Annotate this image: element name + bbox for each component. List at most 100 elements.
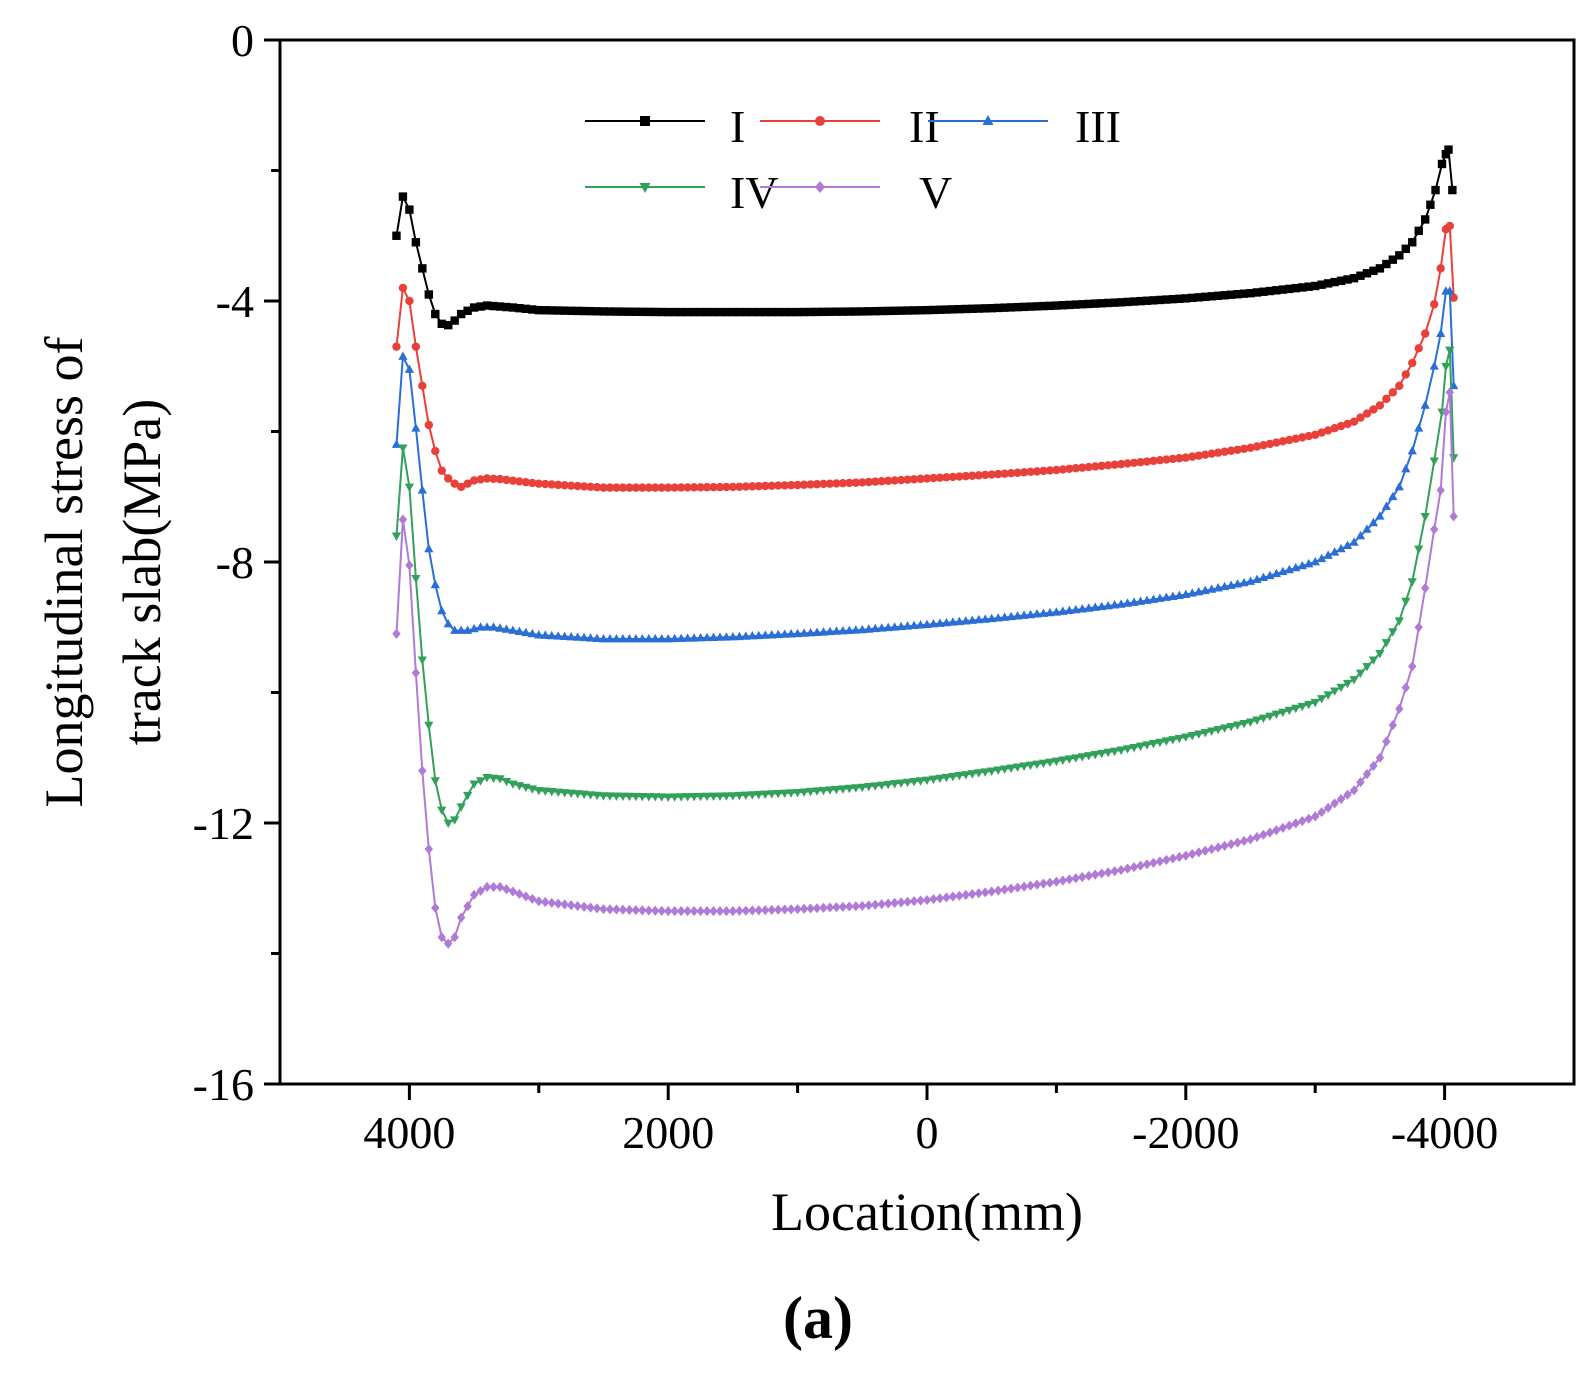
- data-point: [935, 305, 945, 314]
- data-point: [424, 543, 434, 553]
- data-point: [1032, 760, 1042, 769]
- data-point: [560, 899, 569, 910]
- data-point: [1401, 597, 1411, 607]
- data-point: [747, 631, 757, 640]
- data-point: [1394, 481, 1404, 491]
- data-point: [1175, 294, 1184, 303]
- data-point: [1032, 879, 1042, 890]
- data-point: [1110, 298, 1119, 307]
- data-point: [508, 886, 518, 897]
- data-point: [1181, 294, 1190, 303]
- data-point: [1430, 300, 1439, 309]
- data-point: [1448, 185, 1457, 195]
- x-tick-label: -4000: [1391, 1107, 1498, 1158]
- legend-marker-I: [640, 116, 650, 126]
- data-point: [1278, 285, 1288, 294]
- data-point: [625, 904, 634, 915]
- data-point: [1311, 430, 1320, 439]
- data-point: [735, 307, 744, 317]
- data-point: [689, 307, 699, 317]
- data-point: [657, 905, 666, 916]
- data-point: [871, 306, 880, 316]
- data-point: [437, 319, 446, 329]
- data-point: [1039, 878, 1048, 889]
- data-point: [495, 302, 505, 311]
- data-point: [508, 625, 518, 634]
- data-point: [560, 481, 569, 490]
- data-point: [676, 483, 686, 492]
- data-point: [702, 906, 712, 917]
- data-point: [792, 628, 803, 638]
- data-point: [1349, 785, 1359, 796]
- data-point: [1051, 757, 1062, 767]
- series-III: [391, 286, 1459, 643]
- data-point: [1194, 847, 1203, 858]
- data-point: [741, 482, 751, 491]
- data-point: [1317, 280, 1326, 289]
- data-point: [1298, 433, 1307, 442]
- data-point: [1012, 611, 1023, 620]
- data-point: [424, 290, 434, 299]
- data-point: [515, 303, 524, 313]
- data-point: [502, 302, 511, 312]
- data-point: [1181, 733, 1191, 742]
- data-point: [929, 473, 938, 483]
- x-tick-label: 2000: [622, 1107, 714, 1158]
- data-point: [728, 307, 738, 317]
- data-point: [767, 481, 776, 490]
- data-point: [760, 790, 770, 800]
- data-point: [761, 481, 770, 491]
- data-point: [695, 632, 706, 642]
- data-point: [618, 483, 628, 492]
- data-point: [1252, 442, 1262, 451]
- data-point: [424, 721, 434, 731]
- data-point: [611, 792, 622, 801]
- data-point: [1356, 413, 1365, 422]
- data-point: [961, 771, 971, 780]
- data-point: [1444, 145, 1453, 154]
- data-point: [1252, 288, 1262, 297]
- data-point: [1084, 462, 1093, 472]
- data-point: [955, 472, 964, 481]
- data-point: [877, 899, 886, 910]
- data-point: [1006, 764, 1016, 773]
- data-point: [1401, 244, 1410, 253]
- data-point: [1375, 649, 1385, 659]
- data-point: [495, 881, 505, 892]
- data-point: [573, 790, 583, 799]
- data-point: [585, 791, 596, 800]
- data-point: [1045, 301, 1055, 311]
- data-point: [832, 479, 841, 488]
- data-point: [514, 626, 525, 636]
- data-point: [968, 471, 977, 480]
- data-point: [566, 789, 576, 799]
- data-point: [1304, 282, 1313, 291]
- data-point: [1097, 461, 1106, 471]
- data-point: [1026, 302, 1035, 311]
- data-point: [521, 304, 531, 314]
- data-point: [1201, 845, 1210, 856]
- data-point: [1278, 708, 1288, 718]
- data-point: [941, 617, 952, 627]
- data-point: [741, 905, 751, 916]
- data-point: [1445, 346, 1455, 355]
- data-point: [1441, 149, 1451, 159]
- data-point: [858, 478, 867, 487]
- data-point: [825, 902, 835, 913]
- data-point: [1401, 463, 1411, 473]
- data-point: [1329, 547, 1340, 556]
- data-point: [942, 305, 951, 314]
- data-point: [1194, 293, 1203, 302]
- data-point: [819, 902, 828, 913]
- data-point: [1116, 459, 1126, 469]
- data-point: [1304, 813, 1313, 824]
- data-point: [1336, 794, 1346, 805]
- data-point: [1148, 594, 1159, 603]
- legend-entry-III: III: [928, 101, 1121, 152]
- y-tick-label: -12: [193, 798, 254, 849]
- data-point: [1103, 461, 1113, 470]
- data-point: [773, 307, 783, 317]
- data-point: [818, 627, 829, 636]
- data-point: [1149, 296, 1158, 305]
- data-point: [935, 893, 945, 904]
